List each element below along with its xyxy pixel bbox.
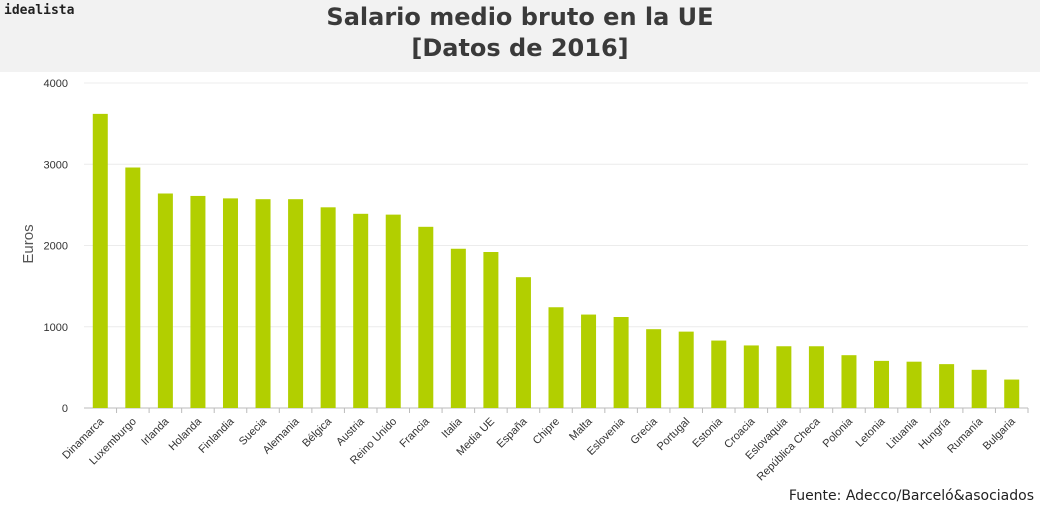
bar bbox=[450, 248, 466, 408]
x-tick-label: Lituania bbox=[884, 415, 920, 451]
x-tick-label: Bulgaria bbox=[981, 415, 1019, 453]
x-tick-label: Chipre bbox=[531, 416, 562, 447]
bar bbox=[483, 252, 499, 408]
bars bbox=[92, 113, 1020, 408]
bar bbox=[808, 346, 824, 408]
x-tick-label: Portugal bbox=[655, 416, 692, 453]
bar bbox=[776, 346, 792, 408]
x-tick-label: Italia bbox=[440, 415, 466, 441]
bar bbox=[971, 369, 987, 408]
bar bbox=[288, 199, 304, 408]
x-tick-label: España bbox=[495, 415, 530, 450]
x-tick-label: Polonia bbox=[821, 415, 856, 450]
y-tick-labels: 0 1000 2000 3000 4000 bbox=[44, 78, 68, 415]
y-tick-label: 3000 bbox=[44, 159, 68, 171]
chart-subtitle: [Datos de 2016] bbox=[411, 34, 629, 62]
bar bbox=[613, 317, 629, 408]
bar bbox=[515, 277, 531, 408]
chart-title-block: Salario medio bruto en la UE [Datos de 2… bbox=[0, 2, 1040, 64]
y-tick-label: 1000 bbox=[44, 322, 68, 334]
x-tick-label: Francia bbox=[397, 415, 432, 450]
bar bbox=[906, 361, 922, 408]
x-tick-label: República Checa bbox=[755, 415, 823, 483]
header-band bbox=[0, 0, 1040, 72]
bar bbox=[1004, 379, 1020, 408]
bar bbox=[92, 113, 108, 408]
x-tick-label: Grecia bbox=[628, 415, 660, 447]
bar bbox=[385, 214, 401, 408]
y-tick-label: 2000 bbox=[44, 241, 68, 253]
source-note: Fuente: Adecco/Barceló&asociados bbox=[788, 488, 1034, 504]
x-tick-label: Rumanía bbox=[945, 415, 986, 456]
bar bbox=[353, 213, 369, 408]
bar bbox=[711, 340, 727, 408]
x-tick-label: Finlandia bbox=[197, 415, 238, 456]
y-tick-label: 4000 bbox=[44, 78, 68, 90]
bar bbox=[190, 195, 206, 408]
bar bbox=[255, 199, 271, 408]
bar bbox=[841, 355, 857, 408]
bar bbox=[320, 207, 336, 408]
x-tick-label: Malta bbox=[567, 415, 595, 443]
bar bbox=[222, 198, 238, 408]
bar bbox=[646, 329, 662, 408]
y-tick-label: 0 bbox=[62, 403, 68, 415]
chart-title: Salario medio bruto en la UE bbox=[326, 3, 714, 31]
x-tick-label: Alemania bbox=[261, 415, 303, 457]
bar bbox=[418, 226, 434, 408]
x-tick-label: Letonia bbox=[854, 415, 889, 450]
bar bbox=[939, 364, 955, 408]
bar bbox=[678, 331, 694, 408]
bar bbox=[581, 314, 597, 408]
brand-logo: idealista bbox=[4, 3, 75, 18]
bar bbox=[874, 360, 890, 408]
bar bbox=[157, 193, 173, 408]
x-tick-label: Bélgica bbox=[300, 415, 335, 450]
bar bbox=[125, 167, 141, 408]
bar bbox=[743, 345, 759, 408]
y-axis-label: Euros bbox=[20, 224, 37, 263]
x-tick-label: Estonia bbox=[690, 415, 725, 450]
bar bbox=[548, 307, 564, 408]
